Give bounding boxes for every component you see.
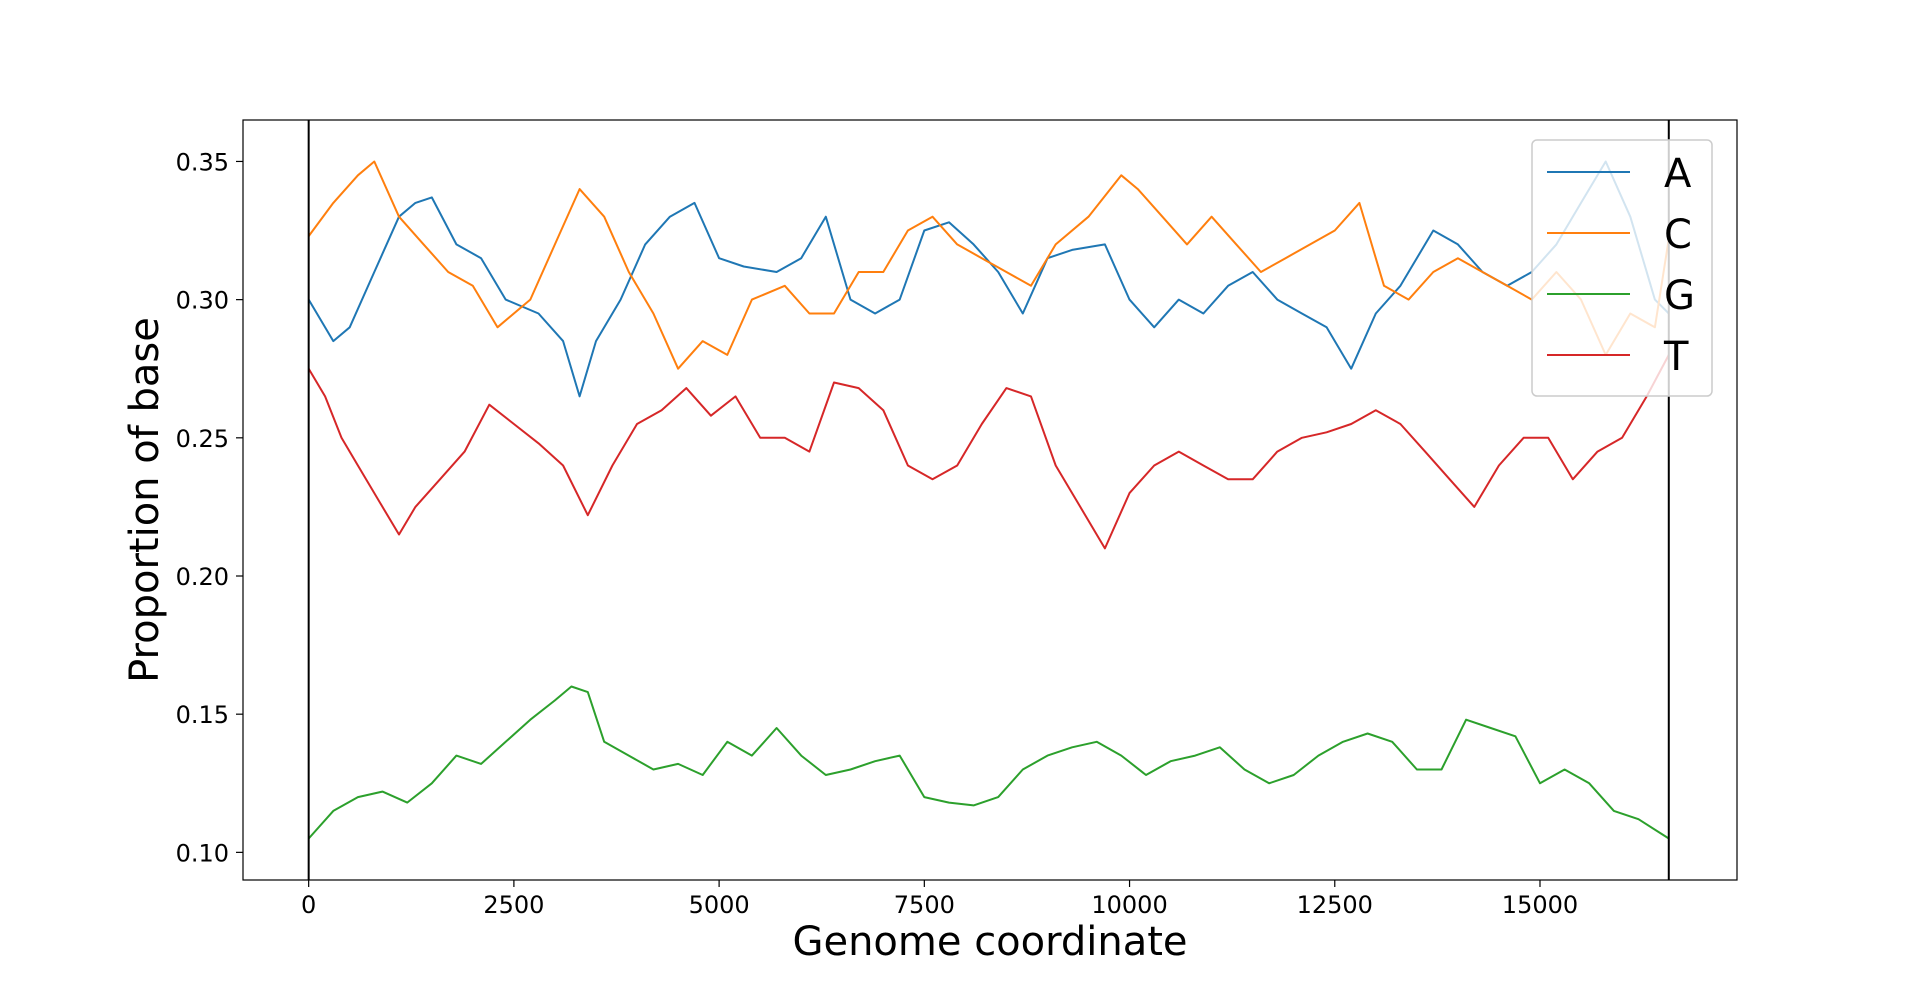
legend-box: [1531, 139, 1713, 397]
legend-label-A: A: [1664, 151, 1692, 197]
series-line-G: [307, 685, 1670, 840]
x-tick-label: 12500: [1297, 891, 1373, 919]
x-tick-label: 0: [301, 891, 316, 919]
x-tick-label: 2500: [483, 891, 544, 919]
y-axis-label: Proportion of base: [122, 317, 168, 683]
x-axis-label: Genome coordinate: [792, 919, 1187, 965]
x-tick-label: 15000: [1502, 891, 1578, 919]
series-line-C: [307, 160, 1670, 370]
y-tick-label: 0.35: [176, 148, 229, 176]
y-tick-label: 0.10: [176, 839, 229, 867]
series-line-A: [307, 160, 1670, 398]
y-tick-label: 0.15: [176, 701, 229, 729]
x-axis: 0 2500 5000 7500 10000 12500 15000: [301, 880, 1578, 919]
legend-label-C: C: [1664, 212, 1692, 258]
y-tick-label: 0.30: [176, 287, 229, 315]
plot-area: [242, 119, 1738, 881]
y-tick-label: 0.20: [176, 563, 229, 591]
plot-frame: [242, 119, 1738, 881]
x-tick-label: 10000: [1091, 891, 1167, 919]
legend-label-T: T: [1663, 334, 1689, 380]
legend-label-G: G: [1664, 273, 1695, 319]
x-tick-label: 7500: [894, 891, 955, 919]
y-tick-label: 0.25: [176, 425, 229, 453]
series-line-T: [307, 354, 1670, 550]
x-tick-label: 5000: [689, 891, 750, 919]
y-axis: 0.10 0.15 0.20 0.25 0.30 0.35: [176, 148, 243, 867]
